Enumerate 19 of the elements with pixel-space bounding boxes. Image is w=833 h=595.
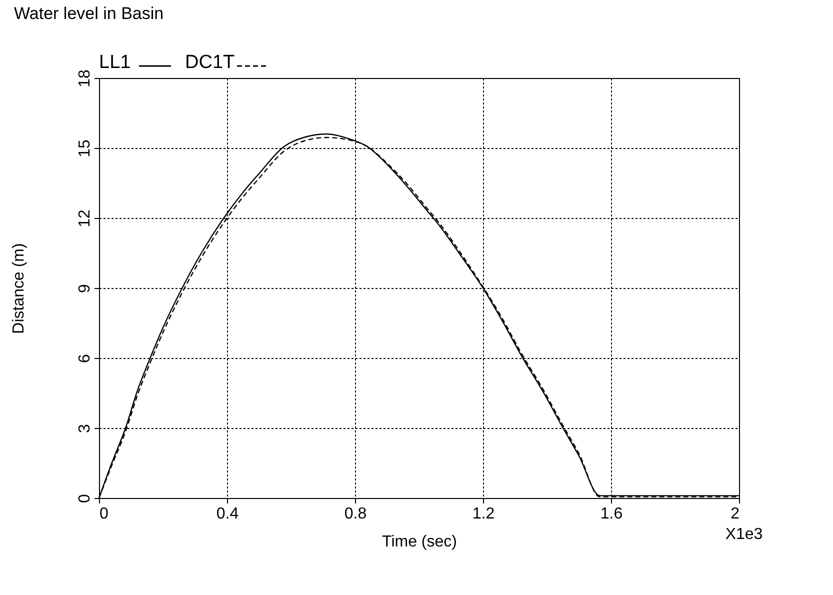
x-axis-title: Time (sec) [382,534,457,550]
x-tick-label: 0.8 [344,506,367,522]
y-tick-label: 6 [76,354,94,363]
chart-title: Water level in Basin [14,4,164,23]
legend-label: DC1T [185,52,236,73]
y-tick-label: 9 [76,284,94,293]
y-tick-label: 3 [76,424,94,433]
x-tick-label: 2 [730,506,740,522]
x-tick-label: 0 [100,506,108,522]
y-tick-label: 0 [76,494,94,503]
y-tick-label: 15 [76,140,94,158]
x-tick-label: 1.6 [600,506,623,522]
y-axis-title: Distance (m) [10,243,28,334]
y-tick-label: 18 [76,70,94,88]
x-tick-label: 1.2 [472,506,495,522]
x-tick-label: 0.4 [216,506,239,522]
text: X1e3 [725,526,763,543]
legend-label: LL1 [99,52,131,73]
y-tick-label: 12 [76,210,94,228]
